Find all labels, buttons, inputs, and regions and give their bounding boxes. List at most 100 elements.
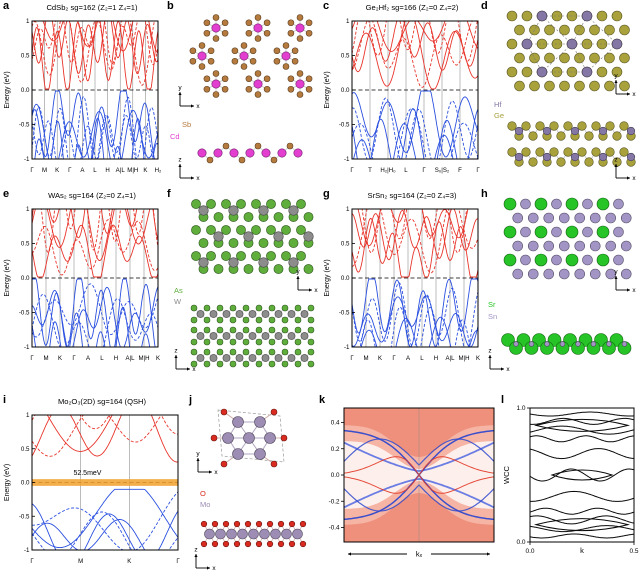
atom [574,80,585,92]
atom [255,360,263,368]
atom [520,198,531,210]
atom [577,147,587,157]
atom [221,251,231,261]
wcc-curves [530,411,634,539]
atom [590,341,597,347]
atom [521,66,533,78]
y-tick-label: 0.2 [331,446,340,453]
kpoint-label: M [43,355,48,362]
atom [520,254,531,266]
atom [198,63,206,70]
atom [207,47,215,55]
atom [581,66,593,78]
atom [589,24,600,36]
atom [240,63,248,70]
element-label-As: As [174,286,183,295]
atom [619,147,629,157]
atom [294,360,302,368]
atom [221,29,229,37]
y-tick-label: 0.5 [21,53,30,60]
atom [255,540,263,548]
atom [203,19,211,27]
band-curves [32,415,178,550]
y-tick-label: 0.0 [21,480,30,487]
atom [294,338,302,346]
atom [245,75,253,83]
atom [204,528,215,540]
axis-y-label: y [296,269,300,276]
atom [226,528,237,540]
element-label-Sr: Sr [488,300,496,309]
atom [596,10,608,22]
atom [254,14,262,21]
atom [563,147,573,157]
atom [268,316,276,324]
edge-spectrum-image [344,408,494,542]
atom [277,540,285,548]
atom [294,304,302,312]
atom [203,348,211,356]
band-curves [32,209,158,347]
atom [242,360,250,368]
y-tick-label: 0.5 [341,241,350,248]
atom [549,147,559,157]
atom [190,360,198,368]
atom [294,316,302,324]
atom [243,264,254,274]
atom [232,448,244,460]
atom [551,254,562,266]
atom [291,47,299,55]
atom [216,338,224,346]
atom [254,142,262,150]
atom [242,338,250,346]
atom [254,35,262,42]
y-axis-label: Energy (eV) [4,71,11,108]
atom [589,212,601,224]
atom [577,121,587,131]
y-tick-label: -1 [344,156,350,163]
atom [544,80,555,92]
axis-z-label: z [614,157,617,164]
atom [264,432,276,444]
atom [243,212,254,222]
atom [559,341,566,347]
atom [528,157,538,167]
axis-x-label: x [632,175,636,182]
kx-axis-label: kₓ [416,550,423,559]
atom [281,199,291,209]
panel-title-a: CdSb₂ sg=162 (Z₂=1 Z₄=1) [46,3,138,12]
atom [270,408,278,416]
atom [258,257,269,268]
band-curves [352,209,478,347]
atom [620,212,632,224]
atom [273,47,281,55]
atom [613,226,624,238]
atom [213,231,224,242]
atom [281,528,292,540]
atom [222,332,231,340]
atom [528,341,535,347]
atom [259,528,270,540]
atom [206,225,216,235]
crystal-structure-d: Hf Ge y x z x [494,10,636,182]
atom [295,79,305,89]
atom [190,316,198,324]
axis-x-label: x [192,366,196,373]
gap-highlight [32,479,178,486]
kpoint-label: Γ [350,167,354,174]
atom [261,310,270,318]
atom [236,199,246,209]
kpoint-label: M|H [458,355,469,362]
atom [574,268,586,280]
axis-x-label: x [196,175,200,182]
atom [273,212,284,222]
atom [191,199,201,209]
atom [251,225,261,235]
atom [605,240,617,252]
atom [584,131,594,141]
atom [235,354,244,362]
atom [613,254,624,266]
atom [263,29,271,37]
atom [556,157,566,167]
